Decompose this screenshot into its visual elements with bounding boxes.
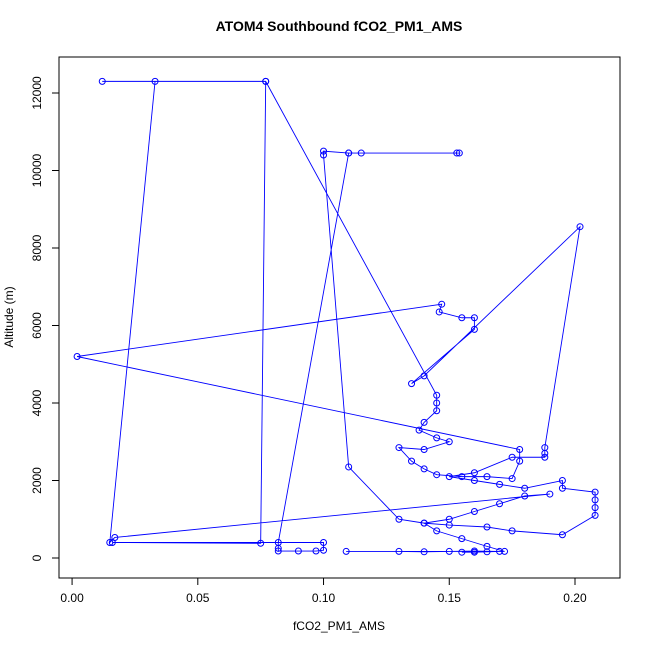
data-point [501,547,509,555]
data-point [262,77,270,85]
data-point [591,496,599,504]
data-point [546,490,554,498]
data-point [541,453,549,461]
y-axis-label: Altitude (m) [2,286,16,347]
data-point [357,149,365,157]
data-point [438,300,446,308]
data-point [106,539,114,547]
data-point [108,539,116,547]
y-tick-label: 2000 [30,467,44,494]
data-point [433,407,441,415]
data-point [408,457,416,465]
chart-title: ATOM4 Southbound fCO2_PM1_AMS [216,18,463,34]
data-point [433,399,441,407]
y-tick-label: 0 [30,554,44,561]
data-point [420,372,428,380]
data-point [415,426,423,434]
data-point [345,149,353,157]
data-point [455,149,463,157]
data-point [320,546,328,554]
data-point [433,434,441,442]
data-point [576,223,584,231]
data-point [420,418,428,426]
data-point [470,314,478,322]
data-point [257,539,265,547]
data-point [395,547,403,555]
data-point [558,531,566,539]
x-axis-label: fCO2_PM1_AMS [293,619,385,633]
x-tick-label: 0.20 [563,591,587,605]
data-point [420,465,428,473]
data-point [151,77,159,85]
plot-frame [58,56,621,579]
data-point [453,149,461,157]
data-point [496,500,504,508]
data-point [420,446,428,454]
data-point [470,508,478,516]
data-point [508,527,516,535]
x-tick-label: 0.05 [186,591,210,605]
data-point [458,535,466,543]
data-point [420,548,428,556]
data-point [483,473,491,481]
data-point [516,457,524,465]
data-point [433,471,441,479]
data-point [395,444,403,452]
x-tick-label: 0.15 [438,591,462,605]
data-point [433,527,441,535]
data-point [435,308,443,316]
data-point [521,484,529,492]
data-point [483,548,491,556]
y-tick-label: 12000 [30,76,44,110]
x-tick-label: 0.00 [60,591,84,605]
data-line [77,80,596,553]
data-point [458,314,466,322]
data-point [274,544,282,552]
data-point [591,504,599,512]
data-point [470,547,478,555]
data-point [345,463,353,471]
data-point [483,523,491,531]
data-point [420,519,428,527]
data-point [496,547,504,555]
data-point [445,438,453,446]
data-point [445,521,453,529]
data-point [591,511,599,519]
data-point [558,477,566,485]
data-point [516,446,524,454]
data-point [445,473,453,481]
data-point [591,488,599,496]
x-tick-label: 0.10 [312,591,336,605]
y-tick-label: 10000 [30,153,44,187]
data-point [508,475,516,483]
data-point [408,380,416,388]
y-tick-label: 4000 [30,389,44,416]
y-tick-label: 8000 [30,234,44,261]
data-point [342,547,350,555]
data-point [470,477,478,485]
y-tick-label: 6000 [30,312,44,339]
data-point [541,449,549,457]
data-point [496,480,504,488]
data-point [98,77,106,85]
data-point [294,547,302,555]
data-point [458,473,466,481]
data-point [558,484,566,492]
data-point [320,151,328,159]
data-point [445,547,453,555]
data-point [320,539,328,547]
data-point [508,453,516,461]
data-point [274,547,282,555]
data-point [521,492,529,500]
data-point [470,469,478,477]
data-point [320,147,328,155]
data-point [483,542,491,550]
data-point [470,325,478,333]
data-point [395,515,403,523]
data-point [433,391,441,399]
data-point [312,547,320,555]
data-point [458,548,466,556]
data-point [73,353,81,361]
